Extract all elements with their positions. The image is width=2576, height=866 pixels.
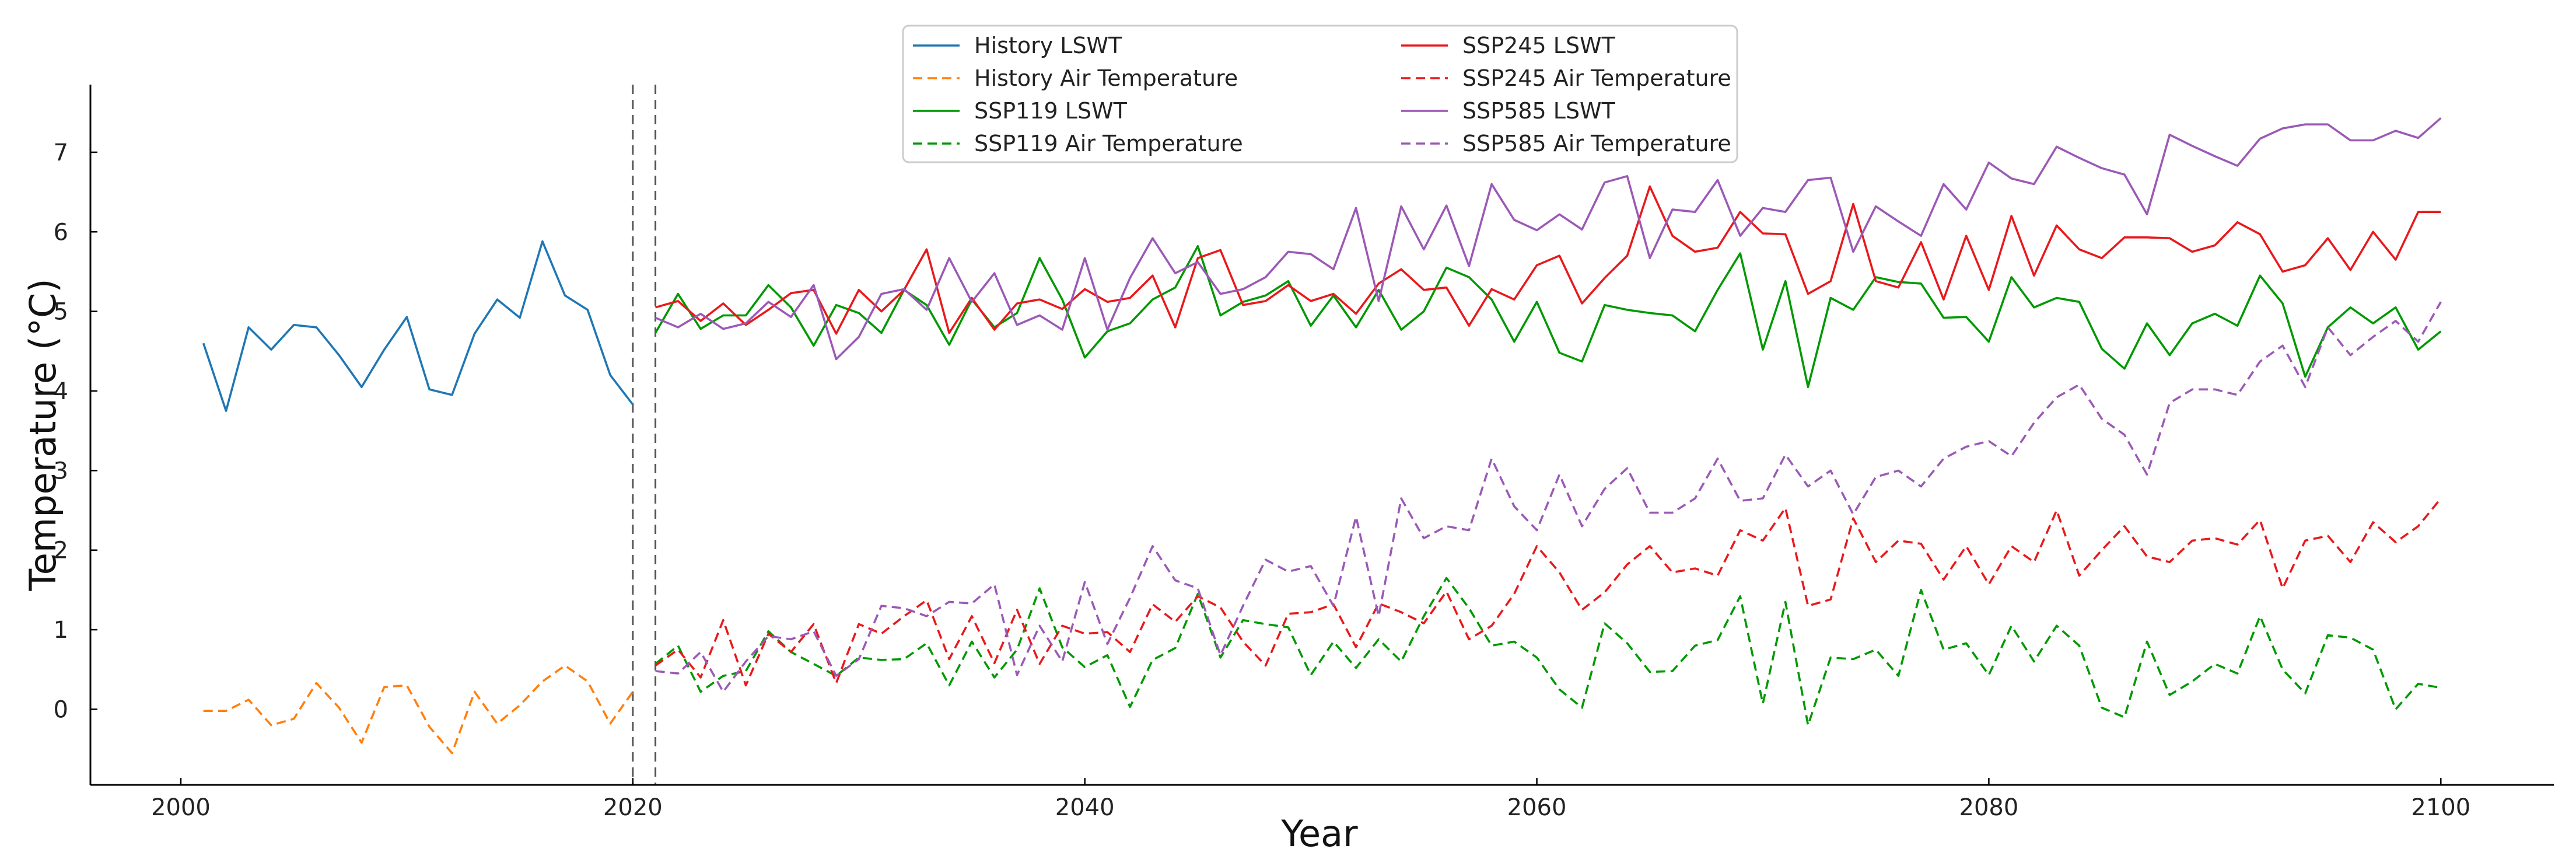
legend-frame bbox=[902, 25, 1738, 163]
y-tick-label-4: 4 bbox=[54, 378, 68, 405]
series-line-ssp585-air-temperature bbox=[655, 301, 2442, 693]
legend-label-ssp245-air-temperature: SSP245 Air Temperature bbox=[1462, 65, 1731, 91]
series-line-ssp585-lswt bbox=[654, 117, 2442, 361]
x-tick-label-2020: 2020 bbox=[603, 794, 663, 821]
reference-vlines bbox=[632, 85, 657, 785]
x-tick-label-2040: 2040 bbox=[1055, 794, 1115, 821]
y-tick-label-7: 7 bbox=[54, 139, 68, 166]
y-tick-label-3: 3 bbox=[54, 458, 68, 484]
legend-label-ssp585-lswt: SSP585 LSWT bbox=[1462, 98, 1616, 124]
legend-label-history-lswt: History LSWT bbox=[974, 33, 1122, 58]
legend-label-ssp119-air-temperature: SSP119 Air Temperature bbox=[974, 131, 1243, 156]
y-tick-label-1: 1 bbox=[54, 617, 68, 644]
ticks: 2000 2020 2040 2060 2080 2100 0 1 2 3 4 5 6 7 bbox=[54, 139, 2471, 821]
series-line-ssp119-air-temperature bbox=[654, 577, 2441, 727]
y-axis-title: Temperature (°C) bbox=[22, 278, 64, 591]
series-line-history-air-temperature bbox=[203, 664, 634, 755]
x-tick-label-2000: 2000 bbox=[151, 794, 211, 821]
legend-label-ssp245-lswt: SSP245 LSWT bbox=[1462, 33, 1616, 58]
x-tick-label-2100: 2100 bbox=[2411, 794, 2470, 821]
y-tick-label-6: 6 bbox=[54, 219, 68, 246]
legend-label-ssp585-air-temperature: SSP585 Air Temperature bbox=[1462, 131, 1731, 156]
series-line-ssp119-lswt bbox=[654, 245, 2442, 389]
y-tick-label-0: 0 bbox=[54, 696, 68, 723]
x-tick-label-2080: 2080 bbox=[1959, 794, 2019, 821]
axes bbox=[89, 85, 2554, 786]
series-line-ssp245-air-temperature bbox=[654, 497, 2442, 687]
x-tick-label-2060: 2060 bbox=[1507, 794, 1567, 821]
legend-label-history-air-temperature: History Air Temperature bbox=[974, 65, 1238, 91]
y-tick-label-2: 2 bbox=[54, 537, 68, 564]
series-line-history-lswt bbox=[202, 240, 634, 412]
y-tick-label-5: 5 bbox=[54, 299, 68, 326]
legend-label-ssp119-lswt: SSP119 LSWT bbox=[974, 98, 1128, 124]
series-layer bbox=[202, 117, 2442, 755]
series-line-ssp245-lswt bbox=[655, 185, 2441, 335]
x-axis-title: Year bbox=[1280, 812, 1358, 855]
legend: History LSWT History Air Temperature SSP11… bbox=[902, 25, 1738, 163]
